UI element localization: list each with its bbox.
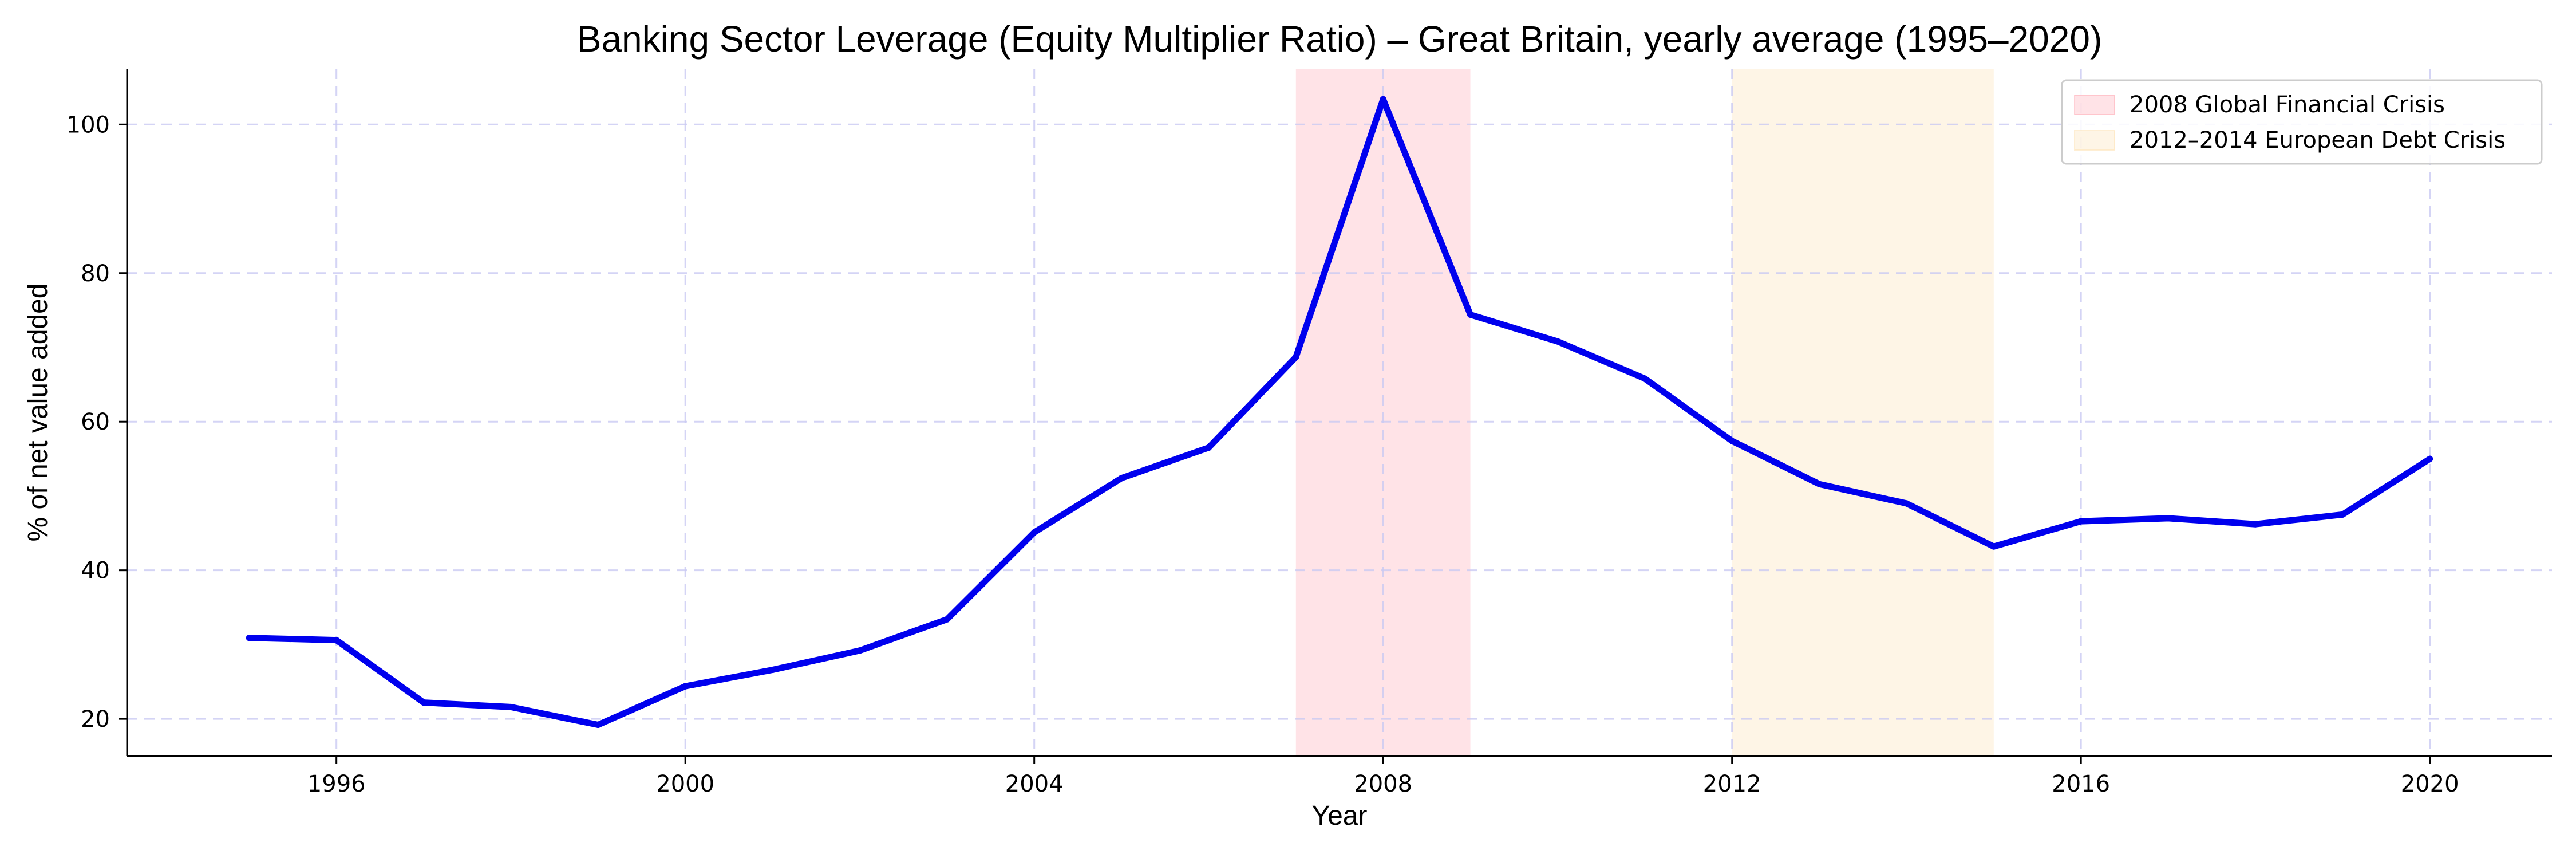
y-tick-label: 40 [81, 558, 110, 584]
data-point-1998 [507, 703, 514, 710]
data-point-2009 [1467, 311, 1474, 318]
y-tick-label: 60 [81, 409, 110, 435]
data-point-2001 [769, 667, 776, 674]
data-point-2017 [2165, 515, 2172, 522]
legend-label-2: 2012–2014 European Debt Crisis [2129, 127, 2506, 153]
legend-label-1: 2008 Global Financial Crisis [2129, 92, 2445, 118]
data-point-1995 [246, 635, 252, 641]
chart-title: Banking Sector Leverage (Equity Multipli… [577, 18, 2103, 60]
y-tick-label: 80 [81, 261, 110, 287]
data-point-2004 [1031, 529, 1038, 536]
x-tick-label: 2008 [1354, 771, 1412, 797]
axes [126, 69, 2552, 757]
x-tick-label: 2000 [656, 771, 714, 797]
x-tick-label: 2020 [2401, 771, 2459, 797]
y-tick-label: 20 [81, 706, 110, 733]
data-point-2019 [2339, 511, 2346, 518]
shaded-regions [1295, 69, 1994, 756]
data-point-1996 [333, 637, 340, 644]
data-point-2011 [1641, 375, 1648, 382]
grid [127, 69, 2552, 756]
data-point-1999 [595, 722, 602, 729]
x-tick-label: 2004 [1005, 771, 1064, 797]
data-point-2010 [1554, 338, 1561, 345]
shaded-region-2 [1732, 69, 1994, 756]
data-point-2014 [1903, 500, 1910, 507]
y-axis-label: % of net value added [23, 283, 53, 541]
data-point-1997 [420, 699, 427, 706]
data-point-2007 [1293, 353, 1299, 360]
data-point-2012 [1729, 438, 1736, 444]
data-point-2013 [1816, 481, 1823, 487]
data-point-2018 [2252, 521, 2259, 528]
x-tick-label: 1996 [307, 771, 366, 797]
data-point-2005 [1118, 475, 1125, 482]
data-point-2015 [1990, 543, 1997, 550]
x-tick-label: 2016 [2052, 771, 2110, 797]
data-point-2002 [856, 647, 863, 654]
legend-box [2061, 79, 2543, 165]
data-point-2000 [682, 683, 689, 690]
y-tick-label: 100 [66, 112, 110, 138]
data-point-2008 [1380, 96, 1386, 103]
series-layer [246, 96, 2433, 729]
data-point-2003 [943, 616, 950, 623]
series-line-1 [246, 96, 2433, 728]
x-tick-label: 2012 [1703, 771, 1761, 797]
legend: 2008 Global Financial Crisis 2012–2014 Eu… [2061, 79, 2543, 165]
x-axis-label: Year [1312, 801, 1368, 831]
legend-swatch-1 [2074, 95, 2115, 115]
data-point-2016 [2077, 518, 2084, 525]
data-point-2020 [2427, 455, 2433, 462]
data-point-2006 [1205, 444, 1212, 451]
legend-swatch-2 [2074, 130, 2115, 151]
